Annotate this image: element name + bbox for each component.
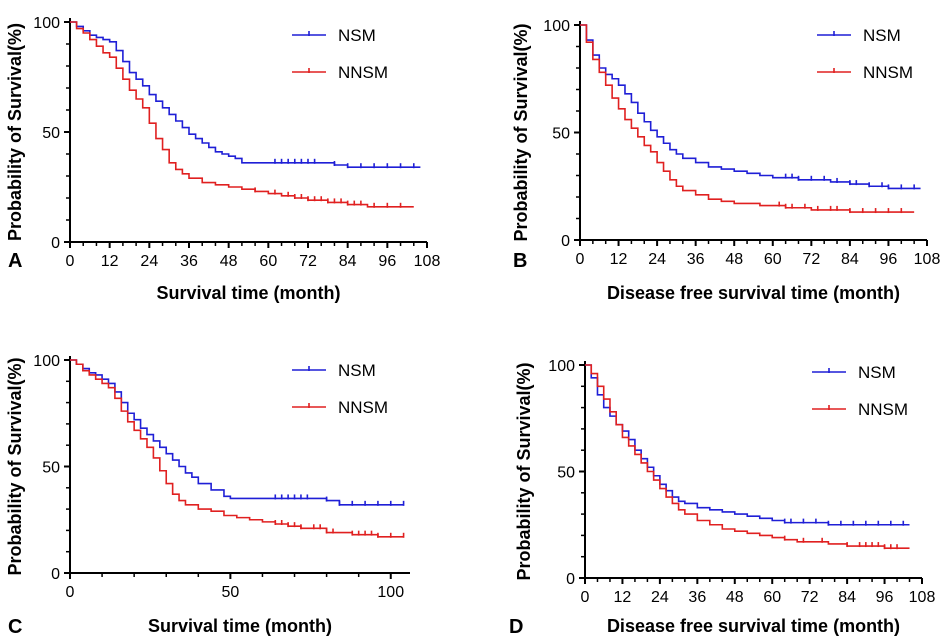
y-tick-label: 0: [566, 571, 575, 588]
y-tick-label: 50: [552, 126, 570, 143]
x-tick-label: 96: [378, 253, 396, 270]
y-tick-label: 50: [42, 460, 60, 477]
series-line-nsm: [70, 21, 421, 168]
x-tick-label: 48: [725, 251, 743, 268]
x-tick-label: 24: [140, 253, 158, 270]
x-tick-label: 0: [576, 251, 585, 268]
x-tick-label: 60: [763, 589, 781, 606]
series-line-nsm: [585, 364, 910, 526]
x-tick-label: 50: [221, 584, 239, 601]
y-tick-label: 0: [51, 235, 60, 252]
x-tick-label: 100: [377, 584, 404, 601]
x-tick-label: 24: [651, 589, 669, 606]
y-tick-label: 50: [557, 465, 575, 482]
x-axis-label: Survival time (month): [148, 616, 332, 636]
series-line-nnsm: [70, 359, 404, 538]
x-tick-label: 12: [101, 253, 119, 270]
legend-label-nnsm: NNSM: [338, 63, 388, 82]
legend-label-nnsm: NNSM: [338, 398, 388, 417]
x-tick-label: 96: [880, 251, 898, 268]
x-tick-label: 84: [838, 589, 856, 606]
y-axis-label: Probability of Survival(%): [5, 23, 25, 241]
y-axis-label: Probability of Survival(%): [5, 357, 25, 575]
x-axis-label: Disease free survival time (month): [607, 616, 900, 636]
x-axis-label: Survival time (month): [156, 283, 340, 303]
x-tick-label: 60: [259, 253, 277, 270]
panel-a: 0 12 24 36 48 60 72 84 96 108 0 50 100 Survival time …: [5, 15, 441, 303]
x-tick-label: 96: [876, 589, 894, 606]
series-line-nsm: [580, 24, 921, 190]
legend-label-nsm: NSM: [338, 26, 376, 45]
panel-label: D: [509, 616, 523, 638]
x-tick-label: 12: [614, 589, 632, 606]
x-tick-label: 0: [581, 589, 590, 606]
x-tick-label: 72: [802, 251, 820, 268]
series-line-nsm: [70, 359, 404, 506]
x-tick-label: 36: [688, 589, 706, 606]
y-tick-label: 100: [548, 358, 575, 375]
y-tick-label: 100: [33, 15, 60, 32]
y-tick-label: 100: [543, 18, 570, 35]
x-tick-label: 48: [220, 253, 238, 270]
x-tick-label: 24: [648, 251, 666, 268]
panel-label: C: [8, 616, 22, 638]
y-tick-label: 0: [561, 233, 570, 250]
x-tick-label: 84: [339, 253, 357, 270]
panel-c: 0 50 100 0 50 100 Survival time (month) Probabi…: [5, 353, 410, 638]
x-tick-label: 72: [299, 253, 317, 270]
series-line-nnsm: [70, 21, 414, 208]
legend-label-nsm: NSM: [338, 361, 376, 380]
x-tick-label: 0: [66, 584, 75, 601]
legend-label-nsm: NSM: [863, 26, 901, 45]
y-tick-label: 100: [33, 353, 60, 370]
x-tick-label: 72: [801, 589, 819, 606]
x-tick-label: 0: [66, 253, 75, 270]
x-tick-label: 108: [914, 251, 941, 268]
x-tick-label: 60: [764, 251, 782, 268]
legend-label-nnsm: NNSM: [858, 400, 908, 419]
y-tick-label: 50: [42, 125, 60, 142]
y-tick-label: 0: [51, 566, 60, 583]
x-tick-label: 36: [180, 253, 198, 270]
x-tick-label: 12: [610, 251, 628, 268]
y-axis-label: Probability of Survival(%): [514, 362, 534, 580]
panel-label: A: [8, 250, 22, 272]
legend-label-nsm: NSM: [858, 363, 896, 382]
x-tick-label: 84: [841, 251, 859, 268]
series-line-nnsm: [585, 364, 910, 549]
panel-label: B: [513, 250, 527, 272]
x-tick-label: 108: [414, 253, 441, 270]
x-tick-label: 48: [726, 589, 744, 606]
panel-d: 0 12 24 36 48 60 72 84 96 108 0 50 100 Disease free s…: [509, 358, 935, 638]
panel-b: 0 12 24 36 48 60 72 84 96 108 0 50 100 Disease free s…: [511, 18, 941, 303]
x-tick-label: 108: [909, 589, 936, 606]
x-axis-label: Disease free survival time (month): [607, 283, 900, 303]
y-axis-label: Probability of Survival(%): [511, 23, 531, 241]
x-tick-label: 36: [687, 251, 705, 268]
legend-label-nnsm: NNSM: [863, 63, 913, 82]
